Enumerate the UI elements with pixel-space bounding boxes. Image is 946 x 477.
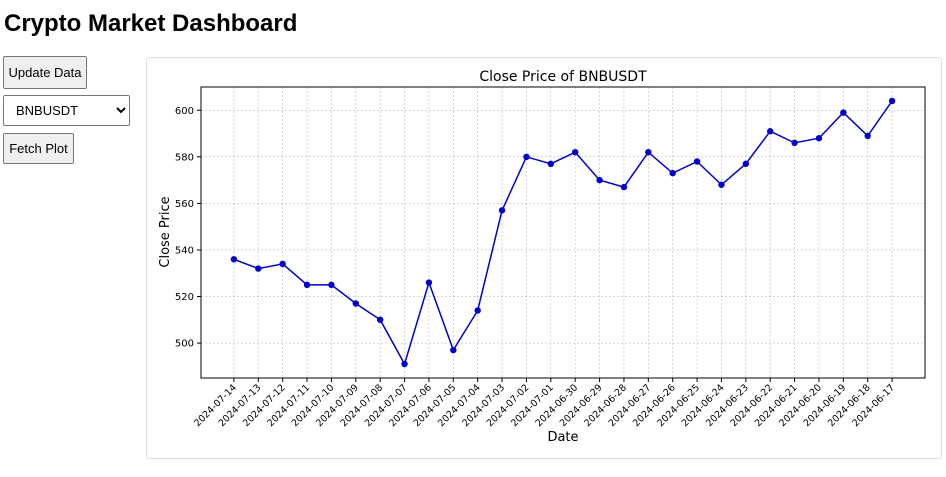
price-point	[352, 300, 359, 307]
price-point	[693, 158, 701, 165]
y-axis-label: Close Price	[158, 196, 173, 267]
price-point	[255, 265, 262, 272]
price-point	[767, 128, 774, 135]
price-point	[620, 183, 628, 191]
price-point	[547, 160, 555, 168]
price-point	[230, 256, 238, 263]
y-tick-label: 560	[175, 199, 194, 210]
price-point	[498, 207, 506, 214]
price-point	[645, 148, 652, 156]
chart-panel	[146, 57, 942, 459]
plot-frame	[200, 86, 926, 379]
price-point	[376, 316, 384, 323]
price-point	[718, 181, 725, 188]
price-point	[425, 279, 433, 286]
price-point	[474, 307, 481, 314]
price-point	[450, 346, 457, 354]
price-line	[233, 100, 893, 366]
y-tick-label: 540	[175, 245, 194, 256]
price-point	[328, 281, 335, 289]
x-axis-label: Date	[547, 430, 578, 445]
price-point	[815, 135, 823, 142]
price-point	[888, 97, 896, 105]
symbol-select[interactable]: BNBUSDT	[3, 95, 130, 126]
price-point	[596, 176, 603, 184]
y-tick-label: 520	[175, 292, 194, 303]
price-point	[742, 160, 750, 168]
y-tick-label: 500	[175, 339, 194, 350]
fetch-button[interactable]: Fetch Plot	[3, 133, 74, 164]
price-point	[279, 260, 286, 268]
page-title: Crypto Market Dashboard	[4, 10, 298, 37]
price-point	[571, 148, 579, 156]
price-point	[791, 139, 798, 147]
price-point	[864, 132, 871, 140]
price-point	[303, 281, 311, 289]
price-point	[523, 153, 530, 161]
price-point	[840, 109, 847, 116]
update-button[interactable]: Update Data	[3, 56, 87, 89]
price-point	[669, 169, 676, 177]
price-point	[401, 360, 408, 368]
chart-title: Close Price of BNBUSDT	[479, 69, 647, 85]
y-tick-label: 600	[175, 106, 194, 117]
y-tick-label: 580	[175, 152, 194, 163]
